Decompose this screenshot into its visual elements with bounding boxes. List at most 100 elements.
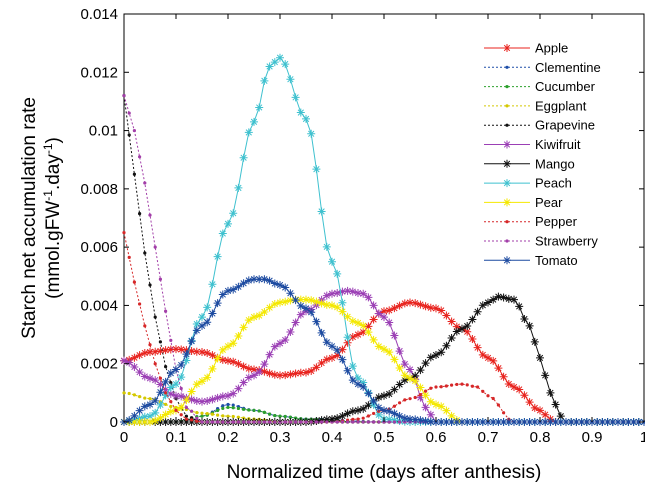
legend-label: Peach [535, 176, 572, 191]
legend-label: Grapevine [535, 118, 595, 133]
data-point [603, 418, 612, 426]
data-point [505, 104, 509, 108]
data-point [333, 289, 342, 298]
data-point [161, 391, 170, 400]
y-axis-label-line2: (mmol.gFW-1.day-1) [41, 137, 64, 299]
data-point [125, 416, 134, 425]
data-point [499, 372, 508, 381]
y-tick-label: 0.012 [80, 64, 118, 81]
data-point [216, 420, 220, 424]
data-point [177, 392, 186, 401]
data-point [288, 415, 292, 419]
data-point [130, 353, 139, 362]
x-tick-label: 0.3 [270, 429, 291, 446]
data-point [444, 384, 448, 388]
data-point [322, 355, 331, 364]
y-tick-label: 0.002 [80, 356, 118, 373]
data-point [296, 295, 305, 304]
data-point [385, 348, 394, 357]
data-point [374, 410, 383, 419]
data-point [132, 393, 136, 397]
data-point [437, 306, 446, 315]
data-point [177, 360, 186, 369]
data-point [291, 93, 300, 102]
x-tick-label: 0.9 [582, 429, 603, 446]
data-point [138, 395, 142, 399]
data-point [187, 395, 196, 404]
data-point [309, 420, 313, 424]
x-tick-label: 0 [120, 429, 128, 446]
data-point [135, 418, 144, 426]
data-point [322, 300, 331, 309]
data-point [455, 382, 459, 387]
data-point [250, 365, 258, 374]
data-point [236, 406, 240, 411]
data-point [203, 373, 212, 382]
legend-label: Pepper [535, 214, 578, 229]
y-axis-label: Starch net accumulation rate (mmol.gFW-1… [19, 97, 64, 339]
legend-label: Apple [535, 41, 568, 56]
data-point [208, 280, 217, 289]
data-point [184, 405, 188, 410]
data-point [210, 420, 214, 424]
data-point [489, 418, 498, 426]
data-point [634, 418, 643, 426]
data-point [398, 401, 402, 405]
data-point [273, 413, 277, 418]
data-point [338, 287, 347, 296]
x-tick-label: 0.6 [426, 429, 447, 446]
data-point [503, 256, 511, 265]
data-point [359, 289, 368, 298]
data-point [250, 371, 258, 380]
data-point [182, 356, 191, 365]
legend-label: Clementine [535, 60, 601, 75]
data-point [340, 420, 344, 424]
legend-entry-mango: Mango [484, 156, 575, 171]
data-point [463, 418, 472, 426]
data-point [143, 324, 147, 328]
data-point [530, 403, 539, 412]
data-point [200, 420, 204, 424]
data-point [278, 414, 282, 418]
data-point [364, 328, 373, 337]
data-point [187, 337, 196, 346]
data-point [302, 304, 310, 313]
data-point [392, 404, 396, 408]
data-point [281, 371, 290, 380]
data-point [283, 420, 287, 424]
data-point [239, 378, 248, 387]
data-point [229, 357, 238, 366]
data-point [156, 380, 165, 389]
data-point [286, 370, 295, 379]
data-point [177, 373, 186, 382]
data-point [359, 404, 368, 413]
data-point [156, 388, 165, 397]
data-point [151, 347, 160, 356]
data-point [281, 297, 290, 306]
data-point [146, 348, 154, 357]
data-point [343, 409, 352, 418]
data-point [406, 298, 414, 307]
data-point [380, 345, 388, 354]
data-point [395, 347, 404, 356]
data-point [503, 198, 511, 207]
data-point [374, 393, 383, 402]
data-point [231, 406, 235, 410]
data-point [244, 276, 253, 285]
data-point [338, 345, 347, 354]
data-point [190, 418, 194, 422]
data-point [354, 406, 362, 415]
data-point [343, 333, 352, 342]
data-point [166, 345, 175, 354]
data-point [161, 346, 170, 355]
data-point [484, 353, 492, 362]
data-point [312, 317, 321, 326]
data-point [426, 303, 435, 312]
data-point [505, 85, 509, 89]
data-point [224, 219, 232, 228]
data-point [158, 340, 162, 344]
data-point [452, 327, 461, 336]
data-point [484, 298, 492, 307]
data-point [218, 345, 227, 354]
data-point [158, 376, 162, 380]
